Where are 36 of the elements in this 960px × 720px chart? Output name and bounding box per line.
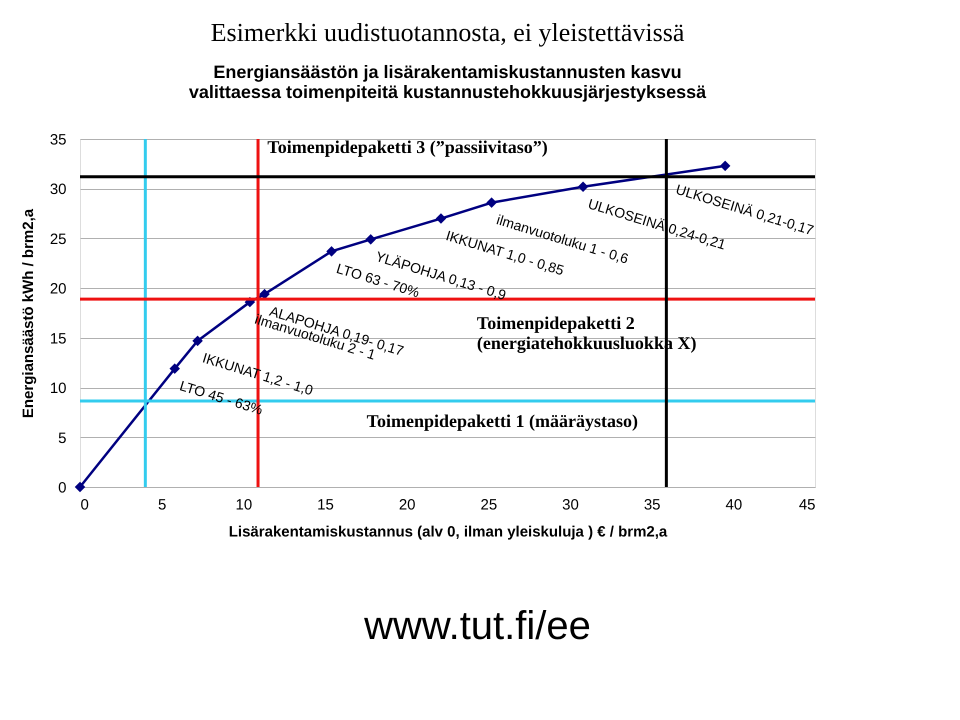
x-tick-label: 45 (798, 496, 816, 514)
x-tick-label: 10 (235, 496, 252, 514)
point (365, 234, 376, 245)
point (74, 482, 86, 492)
y-tick-label: 10 (50, 380, 66, 398)
chart-subtitle: Energiansäästön ja lisärakentamiskustannusten kasvu valittaessa toimenpiteitä kustannustehokkuusjärjestyksessä (188, 62, 708, 102)
y-axis-title: Energiansäästö kWh / brm2,a (20, 208, 37, 418)
x-tick-label: 30 (562, 496, 579, 514)
x-tick-label: 25 (480, 496, 498, 514)
x-tick-label: 5 (158, 496, 166, 514)
y-tick-label: 15 (50, 330, 66, 348)
chart-title: Esimerkki uudistuotannosta, ei yleistettävissä (210, 18, 685, 47)
ref-line-label: Toimenpidepaketti 1 (määräystaso) (366, 410, 638, 431)
point (326, 246, 337, 257)
ref-line-label: Toimenpidepaketti 3 (”passiivitaso”) (267, 136, 548, 157)
y-tick-label: 0 (58, 480, 66, 496)
annotation: LTO 45 - 63% (178, 377, 265, 418)
point (259, 288, 270, 300)
point (192, 336, 203, 346)
x-axis-title: Lisärakentamiskustannus (alv 0, ilman yleiskuluja ) € / brm2,a (228, 524, 668, 540)
x-tick-label: 40 (725, 496, 742, 514)
y-tick-label: 35 (50, 132, 66, 148)
point (436, 213, 446, 224)
y-tick-label: 5 (58, 430, 66, 447)
text: www.tut.fi/ee (363, 604, 591, 648)
x-tick-label: 15 (317, 496, 334, 514)
point (720, 160, 730, 172)
x-tick-label: 35 (644, 496, 661, 514)
x-tick-label: 0 (80, 496, 89, 514)
point (169, 363, 180, 374)
y-tick-label: 20 (50, 280, 66, 298)
y-tick-label: 30 (50, 181, 66, 198)
point (578, 181, 588, 192)
x-tick-label: 20 (398, 496, 416, 514)
point (486, 197, 497, 208)
y-tick-label: 25 (50, 230, 66, 248)
